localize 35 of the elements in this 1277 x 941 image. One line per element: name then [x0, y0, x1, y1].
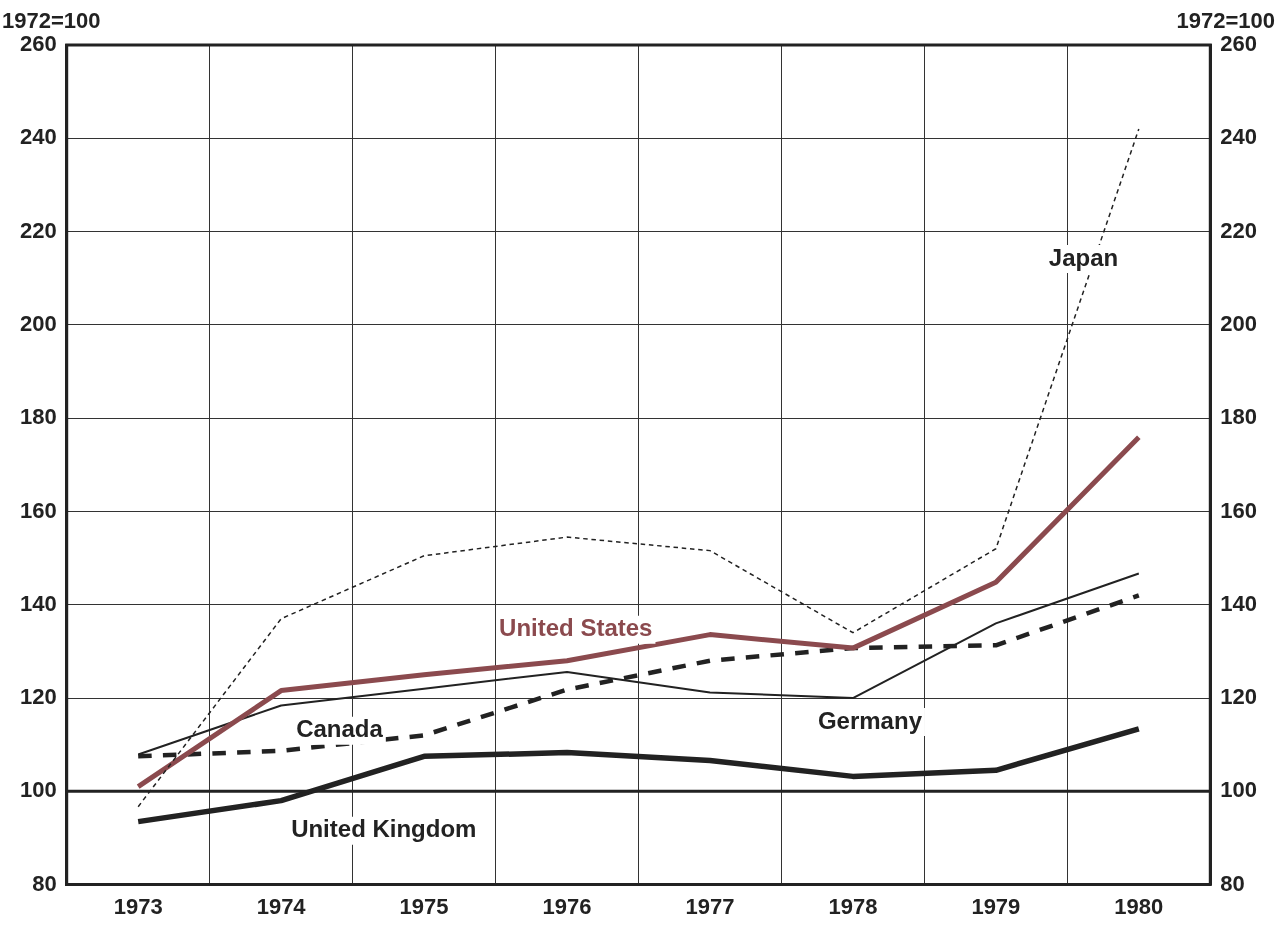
- y-tick-label: 260: [19, 31, 57, 57]
- series-label: Canada: [296, 715, 384, 743]
- y2-axis-title: 1972=100: [1176, 8, 1275, 34]
- y-tick-label: 240: [19, 124, 57, 150]
- y-tick-label: 120: [19, 684, 57, 710]
- y-tick-label: 180: [19, 404, 57, 430]
- x-tick-label: 1974: [256, 893, 307, 919]
- y-tick-label: 100: [19, 777, 57, 803]
- y-tick-label: 140: [19, 590, 57, 616]
- y-tick-label: 160: [19, 497, 57, 523]
- series-label: Germany: [817, 706, 923, 734]
- y2-tick-label: 120: [1220, 684, 1258, 710]
- y-tick-label: 200: [19, 310, 57, 336]
- y2-tick-label: 100: [1220, 777, 1258, 803]
- y-axis-title: 1972=100: [2, 8, 101, 34]
- y2-tick-label: 160: [1220, 497, 1258, 523]
- x-tick-label: 1980: [1114, 893, 1164, 919]
- y2-tick-label: 260: [1220, 31, 1258, 57]
- y2-tick-label: 180: [1220, 404, 1258, 430]
- x-tick-label: 1976: [542, 893, 592, 919]
- y-tick-label: 80: [32, 870, 57, 896]
- x-tick-label: 1979: [971, 893, 1021, 919]
- series-label: United Kingdom: [291, 815, 477, 843]
- x-tick-label: 1973: [113, 893, 163, 919]
- x-tick-label: 1977: [685, 893, 735, 919]
- x-tick-label: 1975: [399, 893, 449, 919]
- y2-tick-label: 140: [1220, 590, 1258, 616]
- series-label: Japan: [1048, 243, 1119, 271]
- y2-tick-label: 220: [1220, 217, 1258, 243]
- y-tick-label: 220: [19, 217, 57, 243]
- series-label: United States: [499, 614, 653, 642]
- y2-tick-label: 200: [1220, 310, 1258, 336]
- y2-tick-label: 240: [1220, 124, 1258, 150]
- x-tick-label: 1978: [828, 893, 878, 919]
- y2-tick-label: 80: [1220, 870, 1245, 896]
